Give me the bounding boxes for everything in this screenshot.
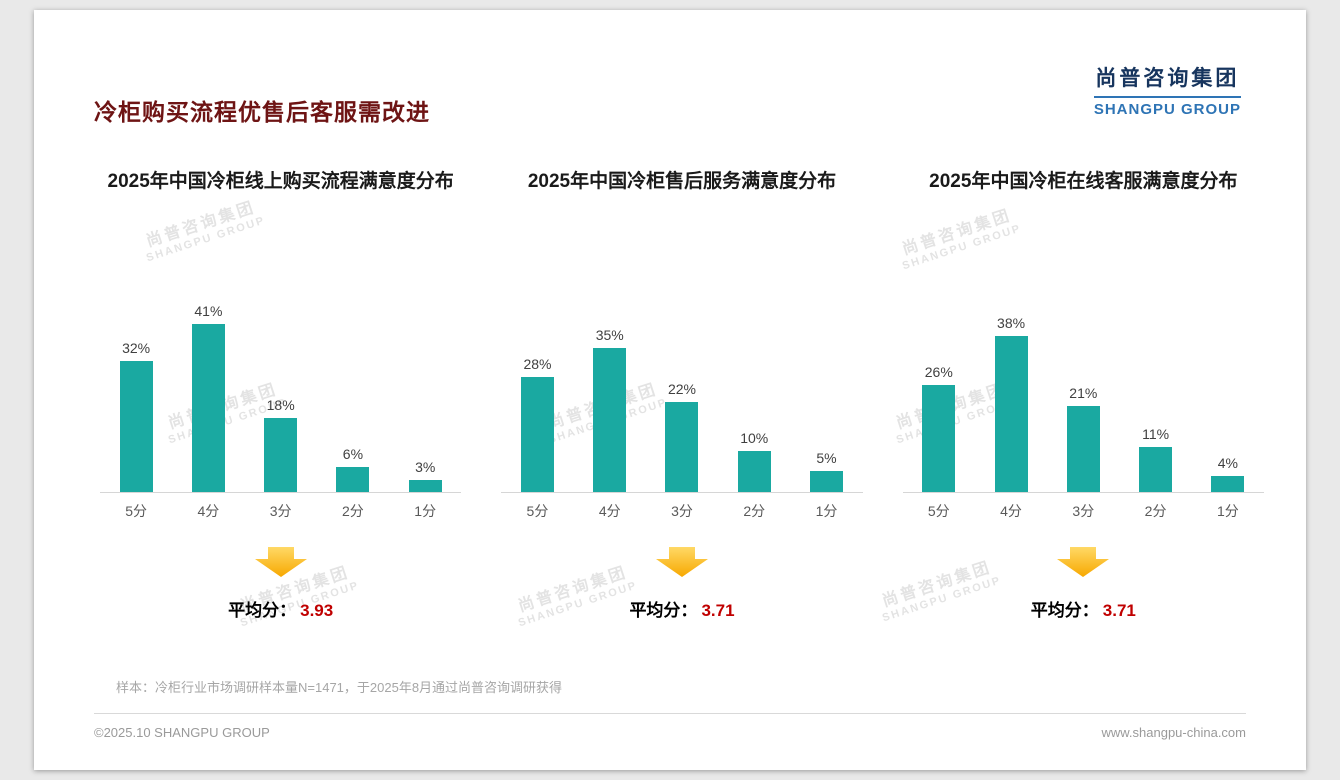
bar-value-label: 3% [415, 459, 436, 475]
average-score: 平均分： 3.93 [86, 596, 475, 621]
bar [119, 361, 153, 492]
bar-column: 26% [911, 364, 967, 492]
bar-column: 32% [108, 340, 164, 492]
bar-column: 5% [799, 450, 855, 492]
chart-title: 2025年中国冷柜售后服务满意度分布 [527, 171, 837, 192]
bar-value-label: 35% [595, 327, 624, 343]
bar-plot: 28% 35% 22% 10% 5% [501, 274, 863, 493]
bar [810, 471, 844, 492]
average-value: 3.71 [1102, 601, 1136, 620]
website-url: www.shangpu-china.com [1101, 725, 1246, 740]
x-axis: 5分 4分 3分 2分 1分 [100, 501, 461, 521]
bar-column: 28% [509, 356, 565, 492]
slide: 尚普咨询集团 SHANGPU GROUP 尚普咨询集团 SHANGPU GROU… [34, 10, 1306, 770]
bar-value-label: 41% [194, 303, 223, 319]
bar [1066, 406, 1100, 492]
average-label: 平均分： [629, 601, 698, 620]
bar-column: 18% [253, 397, 309, 492]
bar-plot: 26% 38% 21% 11% 4% [902, 274, 1264, 493]
bar-column: 4% [1200, 455, 1256, 492]
copyright-text: ©2025.10 SHANGPU GROUP [94, 725, 270, 740]
x-axis: 5分 4分 3分 2分 1分 [501, 501, 862, 521]
bar [408, 480, 442, 492]
x-axis-tick-label: 2分 [1144, 503, 1167, 519]
x-axis-tick-label: 4分 [598, 503, 621, 519]
bar-value-label: 26% [924, 364, 953, 380]
x-axis-tick-label: 4分 [197, 503, 220, 519]
average-value: 3.93 [300, 601, 334, 620]
bar-value-label: 4% [1217, 455, 1238, 471]
bar-column: 22% [654, 381, 710, 492]
bar [191, 324, 225, 492]
bar-value-label: 21% [1069, 385, 1098, 401]
x-axis-tick-label: 5分 [125, 503, 148, 519]
bar [593, 348, 627, 492]
bar-value-label: 10% [740, 430, 769, 446]
x-axis: 5分 4分 3分 2分 1分 [903, 501, 1264, 521]
bar-value-label: 6% [342, 446, 364, 462]
x-axis-tick-label: 1分 [414, 503, 437, 519]
x-axis-tick-label: 5分 [927, 503, 950, 519]
logo-cn-text: 尚普咨询集团 [1095, 67, 1240, 90]
sample-footnote: 样本：冷柜行业市场调研样本量N=1471，于2025年8月通过尚普咨询调研获得 [116, 680, 563, 695]
charts-row: 2025年中国冷柜线上购买流程满意度分布 32% 41% 18% 6% 3% 5分 4分 3… [86, 168, 1278, 621]
bar [737, 451, 771, 492]
bar-value-label: 18% [266, 397, 295, 413]
bar-column: 6% [325, 446, 381, 492]
x-axis-tick-label: 3分 [1072, 503, 1095, 519]
bar-column: 3% [397, 459, 453, 492]
down-arrow-icon [889, 547, 1278, 582]
down-arrow-icon [487, 547, 876, 582]
company-logo: 尚普咨询集团 SHANGPU GROUP [1093, 62, 1241, 118]
average-value: 3.71 [701, 601, 735, 620]
logo-divider [1093, 96, 1241, 98]
bar-value-label: 11% [1142, 426, 1170, 442]
bar-value-label: 38% [997, 315, 1026, 331]
x-axis-tick-label: 1分 [815, 503, 838, 519]
bar-value-label: 32% [122, 340, 151, 356]
x-axis-tick-label: 3分 [671, 503, 693, 519]
chart-purchase-process: 2025年中国冷柜线上购买流程满意度分布 32% 41% 18% 6% 3% 5分 4分 3… [86, 168, 475, 621]
bar-column: 10% [726, 430, 782, 492]
bar [264, 418, 298, 492]
chart-online-service: 2025年中国冷柜在线客服满意度分布 26% 38% 21% 11% 4% 5分 4分 3分… [889, 168, 1278, 621]
average-score: 平均分： 3.71 [889, 596, 1278, 621]
average-score: 平均分： 3.71 [487, 596, 876, 621]
logo-en-text: SHANGPU GROUP [1093, 101, 1241, 118]
x-axis-tick-label: 1分 [1216, 503, 1239, 519]
chart-title: 2025年中国冷柜在线客服满意度分布 [929, 171, 1238, 192]
bar [336, 467, 370, 492]
down-arrow-icon [86, 547, 475, 582]
footer-row: ©2025.10 SHANGPU GROUP www.shangpu-china… [94, 725, 1246, 740]
x-axis-tick-label: 2分 [342, 503, 364, 519]
bar-column: 35% [582, 327, 638, 492]
chart-after-sales: 2025年中国冷柜售后服务满意度分布 28% 35% 22% 10% 5% 5分 4分 3分… [487, 168, 876, 621]
bar-column: 21% [1055, 385, 1111, 492]
x-axis-tick-label: 2分 [743, 503, 766, 519]
x-axis-tick-label: 4分 [1000, 503, 1022, 519]
bar-plot: 32% 41% 18% 6% 3% [100, 274, 462, 493]
average-label: 平均分： [228, 601, 297, 620]
bar [922, 385, 956, 492]
x-axis-tick-label: 3分 [269, 503, 292, 519]
bar [665, 402, 699, 492]
bar [1211, 476, 1245, 492]
bar [994, 336, 1028, 492]
average-label: 平均分： [1030, 601, 1099, 620]
bar [520, 377, 554, 492]
footer-divider [94, 713, 1246, 714]
bar-column: 38% [983, 315, 1039, 492]
bar-column: 41% [180, 303, 236, 492]
bar-column: 11% [1128, 426, 1184, 492]
bar-value-label: 5% [816, 450, 837, 466]
chart-title: 2025年中国冷柜线上购买流程满意度分布 [107, 171, 454, 192]
bar-value-label: 22% [667, 381, 696, 397]
bar [1139, 447, 1173, 492]
bar-value-label: 28% [523, 356, 552, 372]
x-axis-tick-label: 5分 [526, 503, 549, 519]
page-title: 冷柜购买流程优售后客服需改进 [94, 99, 430, 126]
